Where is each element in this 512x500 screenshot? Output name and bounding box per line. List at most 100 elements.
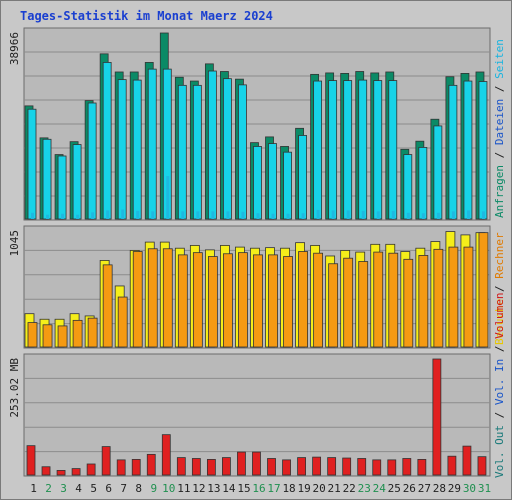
bar-dateien: [403, 154, 413, 220]
bar-volumen: [101, 446, 111, 476]
bar-volumen: [161, 434, 171, 476]
bar-dateien: [223, 78, 232, 220]
x-tick-label: 29: [448, 482, 461, 495]
bar-seiten: [196, 211, 200, 219]
bar-volumen: [26, 445, 36, 476]
y-max-label: 38966: [8, 32, 21, 65]
bar-seiten: [271, 213, 275, 219]
x-tick-label: 12: [192, 482, 205, 495]
bar-seiten: [331, 210, 335, 219]
bar-dateien: [72, 144, 82, 220]
bar-seiten: [481, 211, 485, 219]
x-tick-label: 7: [120, 482, 127, 495]
x-axis-day-labels: 1 2 3 4 5 6 7 8 9 10 11 12 13 14 15 16 17 18 19 20 21 22 23 24 2…: [30, 482, 491, 495]
x-tick-label: 16: [252, 482, 265, 495]
legend-separator: /: [493, 79, 506, 99]
legend-item: Rechner: [493, 232, 506, 279]
bar-volumen: [432, 358, 442, 476]
x-tick-label: 23: [358, 482, 371, 495]
legend-separator: /: [493, 279, 506, 299]
legend-item: Seiten: [493, 39, 506, 79]
bar-dateien: [117, 79, 127, 220]
bar-seiten: [466, 210, 470, 219]
panel-hits-files-pages: 38966: [8, 27, 491, 221]
legend-separator: /: [493, 405, 506, 425]
x-tick-label: 25: [388, 482, 401, 495]
bar-seiten: [121, 209, 125, 219]
bar-dateien: [298, 135, 307, 220]
bar-volumen: [417, 459, 427, 476]
bar-dateien: [253, 146, 262, 220]
bar-seiten: [406, 212, 410, 219]
bar-seiten: [136, 210, 140, 219]
bar-rechner: [238, 252, 248, 348]
bar-dateien: [283, 151, 292, 220]
bar-rechner: [117, 296, 128, 348]
bar-rechner: [358, 261, 369, 348]
panel-volume: 253.02 MB: [8, 353, 491, 477]
x-tick-label: 31: [478, 482, 491, 495]
bar-volumen: [357, 458, 367, 476]
bar-seiten: [106, 210, 110, 219]
x-tick-label: 22: [343, 482, 356, 495]
bar-dateien: [147, 68, 157, 220]
bar-seiten: [31, 212, 34, 219]
bar-volumen: [41, 466, 51, 476]
bar-dateien: [478, 81, 488, 220]
x-tick-label: 30: [463, 482, 476, 495]
bar-seiten: [46, 214, 50, 219]
bar-volumen: [252, 451, 261, 476]
bar-seiten: [166, 176, 170, 219]
chart-title: Tages-Statistik im Monat Maerz 2024: [20, 9, 273, 23]
x-tick-label: 11: [177, 482, 190, 495]
bar-volumen: [462, 445, 472, 476]
bar-volumen: [71, 468, 81, 476]
bar-rechner: [283, 256, 293, 348]
bar-dateien: [177, 84, 187, 220]
bar-seiten: [301, 213, 305, 219]
bar-volumen: [402, 458, 412, 476]
bar-rechner: [42, 324, 53, 348]
bar-rechner: [403, 258, 414, 348]
bar-volumen: [222, 457, 231, 476]
x-tick-label: 21: [328, 482, 341, 495]
x-tick-label: 2: [45, 482, 52, 495]
bar-volumen: [146, 453, 156, 476]
bar-seiten: [361, 210, 365, 219]
legend-item: Vol. In: [493, 359, 506, 405]
bar-rechner: [478, 232, 489, 348]
bar-dateien: [328, 80, 338, 220]
bar-volumen: [131, 459, 141, 476]
bar-dateien: [343, 80, 353, 220]
legend-item: Besuche: [493, 299, 506, 345]
bar-volumen: [282, 459, 291, 476]
x-tick-label: 20: [313, 482, 326, 495]
x-tick-label: 3: [60, 482, 67, 495]
bar-volumen: [477, 456, 487, 476]
bar-rechner: [72, 319, 83, 348]
bar-dateien: [373, 80, 383, 220]
x-tick-label: 1: [30, 482, 37, 495]
bar-volumen: [342, 457, 352, 476]
bar-dateien: [268, 143, 277, 220]
bar-dateien: [238, 84, 247, 220]
bar-rechner: [433, 248, 444, 348]
y-max-label: 253.02 MB: [8, 358, 21, 418]
bar-dateien: [207, 70, 217, 220]
bar-rechner: [463, 246, 474, 348]
bar-volumen: [237, 451, 246, 476]
x-tick-label: 27: [418, 482, 431, 495]
bar-volumen: [312, 456, 322, 476]
bar-seiten: [76, 214, 80, 219]
x-tick-label: 14: [222, 482, 236, 495]
bar-volumen: [267, 458, 276, 476]
bar-volumen: [116, 459, 126, 476]
bar-rechner: [147, 248, 158, 348]
bar-seiten: [421, 213, 425, 219]
bar-volumen: [191, 458, 201, 476]
x-tick-label: 8: [135, 482, 142, 495]
bar-dateien: [418, 146, 428, 220]
bar-volumen: [176, 457, 186, 476]
bar-dateien: [27, 108, 37, 220]
